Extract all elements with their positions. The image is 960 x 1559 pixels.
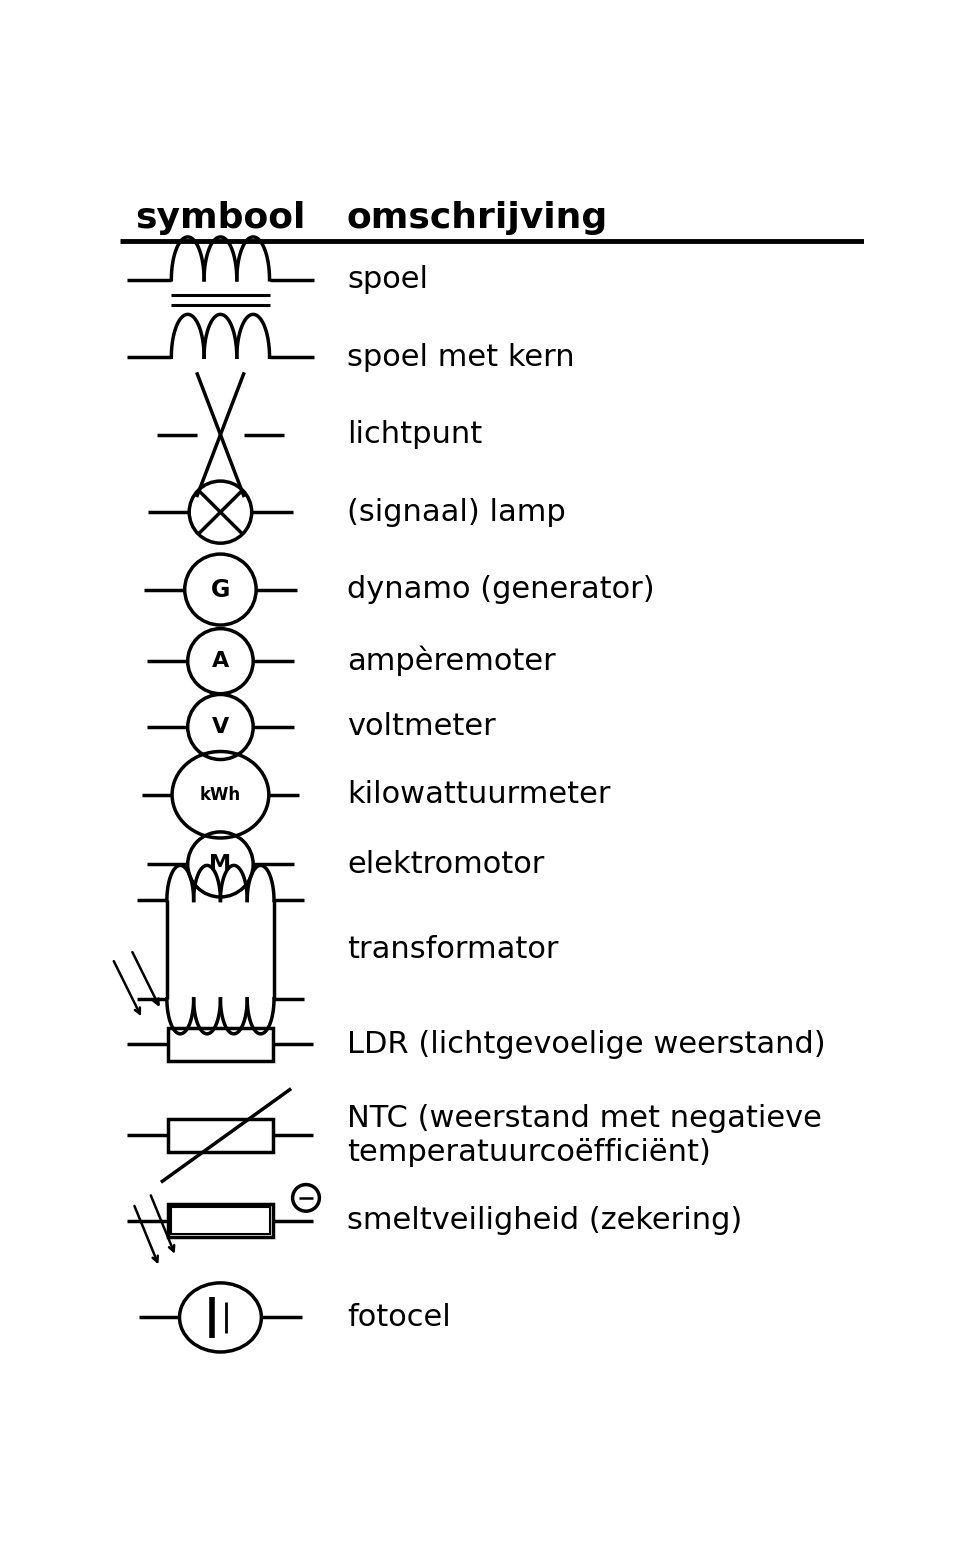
Text: omschrijving: omschrijving: [347, 201, 609, 235]
Bar: [168, 1119, 273, 1152]
Text: A: A: [212, 652, 229, 672]
Text: voltmeter: voltmeter: [347, 712, 495, 742]
Bar: [168, 1027, 273, 1062]
Text: fotocel: fotocel: [347, 1303, 450, 1331]
Text: kWh: kWh: [200, 786, 241, 804]
Text: V: V: [212, 717, 229, 737]
Text: M: M: [209, 854, 231, 875]
Text: symbool: symbool: [134, 201, 305, 235]
Text: NTC (weerstand met negatieve
temperatuurcoëfficiënt): NTC (weerstand met negatieve temperatuur…: [347, 1104, 822, 1166]
Text: elektromotor: elektromotor: [347, 850, 544, 879]
Text: LDR (lichtgevoelige weerstand): LDR (lichtgevoelige weerstand): [347, 1030, 826, 1059]
Text: ampèremoter: ampèremoter: [347, 645, 556, 677]
Text: spoel: spoel: [347, 265, 428, 295]
Text: smeltveiligheid (zekering): smeltveiligheid (zekering): [347, 1207, 742, 1235]
Text: kilowattuurmeter: kilowattuurmeter: [347, 780, 611, 809]
Text: G: G: [211, 577, 230, 602]
Bar: [171, 1207, 271, 1233]
Text: lichtpunt: lichtpunt: [347, 421, 482, 449]
Text: transformator: transformator: [347, 935, 559, 963]
Bar: [168, 1204, 273, 1238]
Text: spoel met kern: spoel met kern: [347, 343, 574, 371]
Text: (signaal) lamp: (signaal) lamp: [347, 497, 565, 527]
Text: dynamo (generator): dynamo (generator): [347, 575, 655, 603]
